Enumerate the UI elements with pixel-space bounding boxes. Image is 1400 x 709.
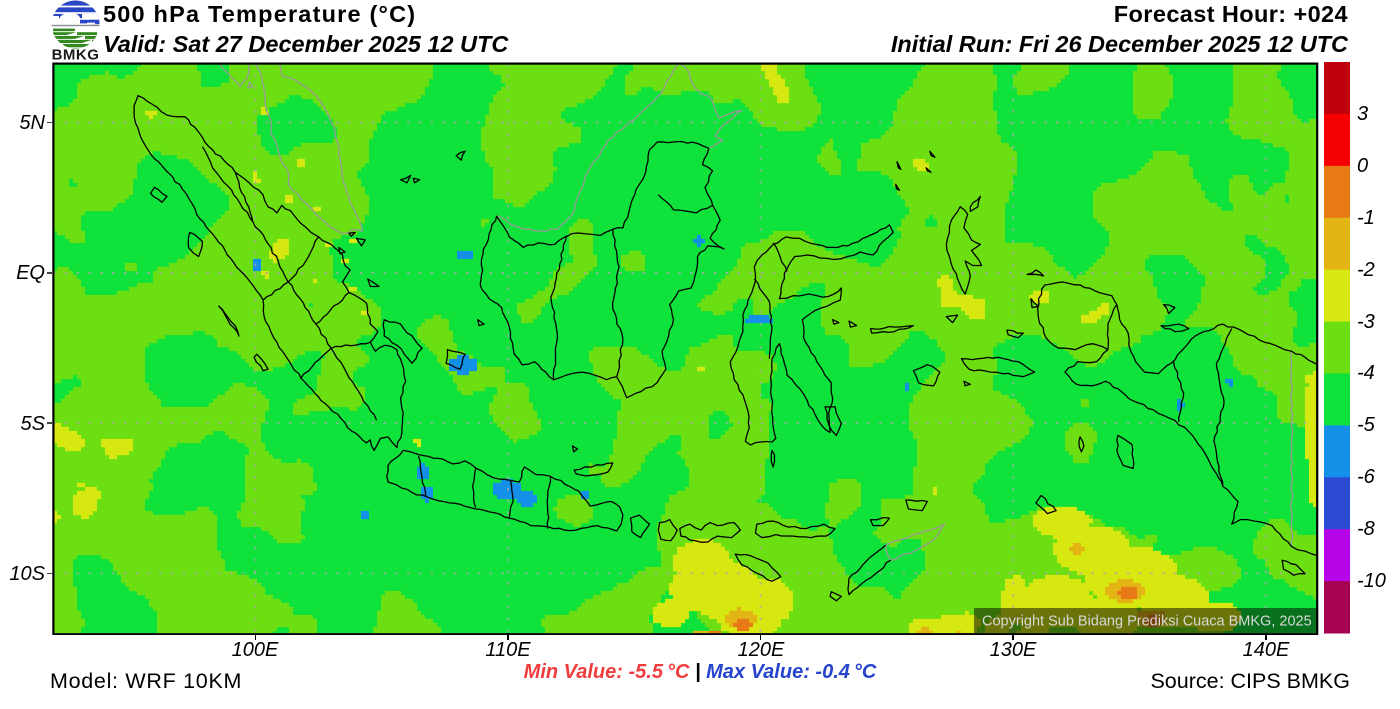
svg-text:BMKG: BMKG	[52, 47, 100, 63]
svg-text:Copyright Sub Bidang Prediksi: Copyright Sub Bidang Prediksi Cuaca BMKG…	[982, 614, 1312, 630]
